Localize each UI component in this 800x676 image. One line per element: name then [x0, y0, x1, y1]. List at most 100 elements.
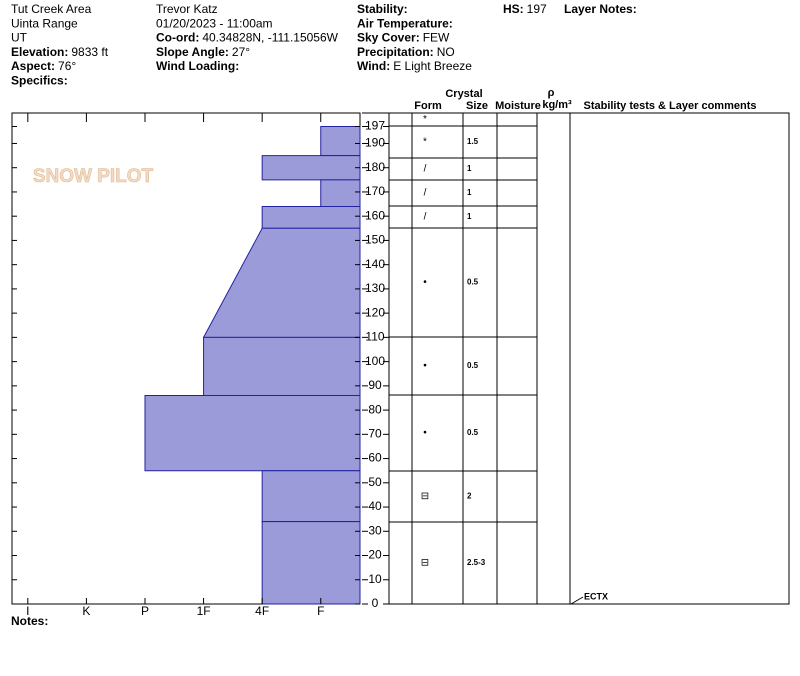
- hardness-layer: [320, 126, 361, 157]
- crystal-form: /: [424, 188, 427, 199]
- header-field: Wind Loading:: [156, 59, 239, 73]
- field-value: 27°: [232, 45, 250, 59]
- depth-label: 130: [365, 281, 385, 295]
- field-label: Stability:: [357, 2, 408, 16]
- crystal-size: 1: [467, 212, 472, 221]
- depth-label: 10: [368, 572, 382, 586]
- header-field: Elevation: 9833 ft: [11, 45, 109, 59]
- field-value: Uinta Range: [11, 16, 78, 30]
- header-field: Uinta Range: [11, 16, 78, 30]
- depth-label: 70: [368, 427, 382, 441]
- hardness-layer: [261, 155, 361, 181]
- hardness-label: I: [26, 604, 29, 618]
- header-field: UT: [11, 31, 28, 45]
- crystal-size: 2.5-3: [467, 558, 486, 567]
- crystal-form: ⊟: [421, 558, 429, 569]
- crystal-size: 0.5: [467, 361, 479, 370]
- field-label: Specifics:: [11, 74, 68, 88]
- notes: Notes:: [11, 614, 48, 628]
- header-field: Layer Notes:: [564, 2, 637, 16]
- depth-label: 140: [365, 257, 385, 271]
- table-header: Size: [466, 100, 488, 112]
- field-label: Wind Loading:: [156, 59, 239, 73]
- field-label: Layer Notes:: [564, 2, 637, 16]
- crystal-form: •: [423, 277, 427, 288]
- header-field: Aspect: 76°: [11, 59, 76, 73]
- field-value: Trevor Katz: [156, 2, 218, 16]
- header-field: Tut Creek Area: [11, 2, 92, 16]
- depth-label: 170: [365, 184, 385, 198]
- depth-label: 30: [368, 523, 382, 537]
- field-label: Aspect:: [11, 59, 55, 73]
- field-label: Air Temperature:: [357, 16, 453, 30]
- field-label: Precipitation:: [357, 45, 434, 59]
- depth-label: 100: [365, 354, 385, 368]
- depth-label: 90: [368, 378, 382, 392]
- field-value: 76°: [58, 59, 76, 73]
- crystal-form: •: [423, 428, 427, 439]
- depth-label: 40: [368, 499, 382, 513]
- crystal-form: *: [423, 137, 427, 148]
- table-header: Stability tests & Layer comments: [583, 100, 756, 112]
- depth-label: 0: [372, 596, 379, 610]
- logo: SNOW PILOT: [33, 166, 154, 187]
- header-field: Co-ord: 40.34828N, -111.15056W: [156, 31, 339, 45]
- header-field: Sky Cover: FEW: [357, 31, 450, 45]
- hardness-layer: [144, 395, 361, 472]
- header-field: Specifics:: [11, 74, 68, 88]
- hardness-label: 4F: [255, 604, 269, 618]
- crystal-form: •: [423, 361, 427, 372]
- field-value: E Light Breeze: [393, 59, 472, 73]
- depth-label: 20: [368, 548, 382, 562]
- crystal-form: *: [423, 114, 427, 125]
- table-header: Moisture: [495, 100, 541, 112]
- field-value: FEW: [423, 31, 450, 45]
- hardness-layer: [261, 521, 361, 605]
- depth-label: 190: [365, 136, 385, 150]
- table-frame: [388, 112, 790, 605]
- hardness-layer: [202, 227, 361, 338]
- table-header: Crystal: [445, 88, 482, 100]
- field-label: Elevation:: [11, 45, 68, 59]
- depth-label: 80: [368, 402, 382, 416]
- depth-label: 110: [365, 330, 384, 344]
- hardness-layer: [261, 205, 361, 229]
- crystal-form: /: [424, 164, 427, 175]
- field-label: HS:: [503, 2, 524, 16]
- field-label: Sky Cover:: [357, 31, 420, 45]
- depth-label: 150: [365, 233, 385, 247]
- header-field: Slope Angle: 27°: [156, 45, 250, 59]
- table-header: kg/m³: [542, 99, 572, 111]
- header-field: 01/20/2023 - 11:00am: [156, 16, 273, 30]
- field-value: UT: [11, 31, 28, 45]
- crystal-size: 0.5: [467, 428, 479, 437]
- crystal-size: 1.5: [467, 137, 479, 146]
- crystal-size: 1: [467, 164, 472, 173]
- hardness-layer: [320, 179, 361, 207]
- header-field: Precipitation: NO: [357, 45, 455, 59]
- field-value: 9833 ft: [71, 45, 108, 59]
- header-field: Stability:: [357, 2, 408, 16]
- hardness-label: K: [82, 604, 90, 618]
- crystal-form: ⊟: [421, 491, 429, 502]
- hardness-layer: [203, 336, 361, 397]
- crystal-form: /: [424, 212, 427, 223]
- field-value: NO: [437, 45, 455, 59]
- table-header: ρ: [548, 87, 555, 99]
- depth-label: 180: [365, 160, 385, 174]
- field-label: Co-ord:: [156, 31, 199, 45]
- header-field: HS: 197: [503, 2, 547, 16]
- hardness-label: F: [317, 604, 324, 618]
- field-value: 197: [527, 2, 547, 16]
- field-label: Wind:: [357, 59, 390, 73]
- crystal-size: 0.5: [467, 278, 479, 287]
- field-value: Tut Creek Area: [11, 2, 92, 16]
- header-field: Trevor Katz: [156, 2, 218, 16]
- field-value: 01/20/2023 - 11:00am: [156, 16, 273, 30]
- test-label: ECTX: [584, 591, 608, 601]
- field-label: Slope Angle:: [156, 45, 229, 59]
- header-field: Wind: E Light Breeze: [357, 59, 472, 73]
- depth-label: 160: [365, 208, 385, 222]
- depth-label: 120: [365, 305, 385, 319]
